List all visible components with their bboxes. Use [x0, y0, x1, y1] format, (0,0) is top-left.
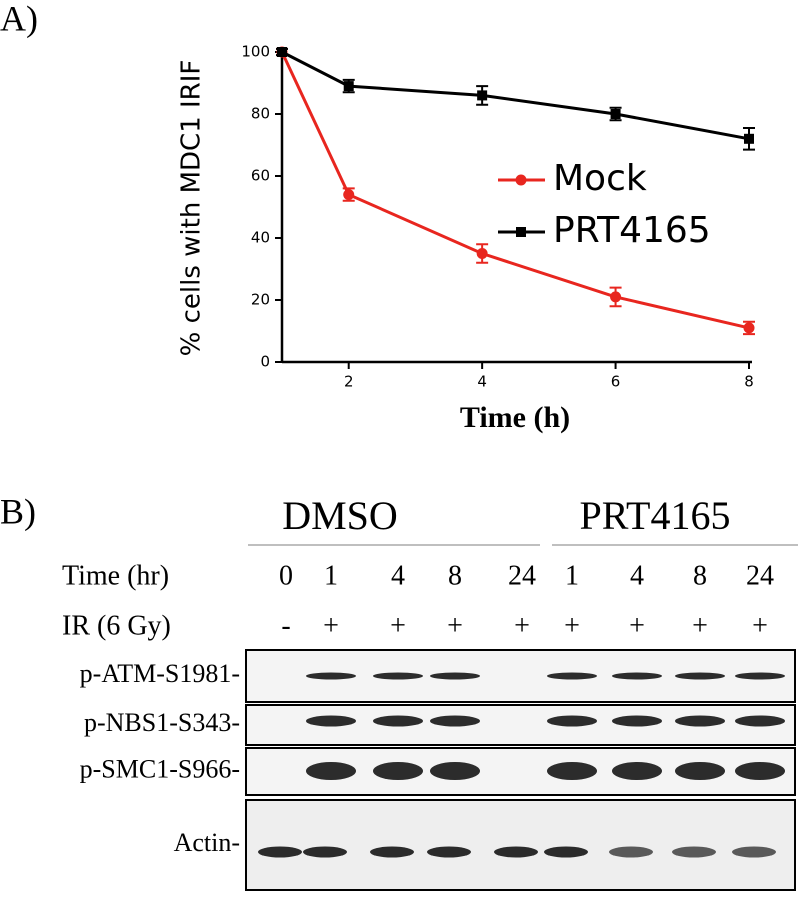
band	[735, 715, 785, 727]
y-tick-label: 40	[251, 229, 270, 247]
marker	[343, 81, 354, 92]
lane-label: 1	[565, 560, 579, 591]
band	[306, 715, 356, 727]
band	[672, 846, 716, 858]
group-label: PRT4165	[580, 493, 731, 538]
band	[675, 762, 725, 780]
band	[732, 846, 776, 858]
x-axis-title: Time (h)	[460, 401, 570, 434]
marker	[610, 291, 622, 303]
marker	[343, 189, 355, 201]
lane-label: 8	[448, 560, 462, 591]
panel-label: A)	[0, 0, 38, 38]
band	[547, 672, 597, 680]
y-tick-label: 20	[251, 291, 270, 309]
y-tick-label: 100	[241, 43, 270, 61]
band	[612, 762, 662, 780]
band	[373, 715, 423, 727]
series-line	[281, 50, 750, 141]
band	[735, 672, 785, 680]
lane-label: +	[447, 610, 463, 641]
lane-label: 24	[508, 560, 536, 591]
band	[612, 672, 662, 680]
lane-label: +	[323, 610, 339, 641]
legend-label: PRT4165	[553, 210, 711, 251]
legend-marker	[516, 227, 526, 237]
y-tick-label: 80	[251, 105, 270, 123]
lane-label: 1	[324, 560, 338, 591]
lane-label: +	[752, 610, 768, 641]
band	[675, 715, 725, 727]
x-tick-label: 6	[611, 373, 621, 391]
band	[609, 846, 653, 858]
y-axis-title: % cells with MDC1 IRIF	[177, 60, 207, 357]
band	[430, 672, 480, 680]
legend-marker	[515, 174, 527, 186]
band	[373, 762, 423, 780]
marker	[476, 248, 488, 259]
band	[547, 762, 597, 780]
band	[373, 672, 423, 680]
series-line	[280, 51, 750, 330]
x-tick-label: 8	[744, 373, 754, 391]
band	[430, 762, 480, 780]
row-label: Time (hr)	[62, 560, 169, 591]
band	[547, 715, 597, 727]
band	[544, 846, 588, 858]
marker	[743, 322, 755, 334]
panel-label: B)	[0, 491, 36, 531]
marker	[744, 133, 754, 144]
band-label: p-NBS1-S343-	[84, 708, 240, 737]
lane-label: 4	[391, 560, 405, 591]
band	[675, 672, 725, 680]
y-tick-label: 0	[260, 353, 270, 371]
band	[370, 846, 414, 858]
row-label: IR (6 Gy)	[62, 610, 171, 641]
marker	[477, 90, 488, 101]
lane-label: 8	[693, 560, 707, 591]
x-tick-label: 4	[477, 373, 487, 391]
band	[258, 846, 302, 858]
lane-label: 0	[279, 560, 293, 591]
marker	[277, 47, 287, 57]
band	[306, 762, 356, 780]
band	[430, 715, 480, 727]
band-label: p-ATM-S1981-	[80, 659, 240, 688]
blot-box	[245, 799, 796, 891]
lane-label: +	[514, 610, 530, 641]
lane-label: +	[629, 610, 645, 641]
band	[427, 846, 471, 858]
lane-label: +	[390, 610, 406, 641]
y-tick-label: 60	[251, 167, 270, 185]
band	[306, 672, 356, 680]
band	[735, 762, 785, 780]
band	[303, 846, 347, 858]
lane-label: +	[692, 610, 708, 641]
legend-label: Mock	[553, 158, 647, 199]
band	[612, 715, 662, 727]
x-tick-label: 2	[344, 373, 354, 391]
lane-label: +	[564, 610, 580, 641]
band-label: Actin-	[174, 828, 240, 857]
lane-label: 4	[630, 560, 644, 591]
lane-label: -	[281, 610, 290, 641]
marker	[610, 109, 621, 119]
lane-label: 24	[746, 560, 774, 591]
group-label: DMSO	[282, 493, 398, 538]
band	[494, 846, 538, 858]
band-label: p-SMC1-S966-	[80, 754, 240, 783]
